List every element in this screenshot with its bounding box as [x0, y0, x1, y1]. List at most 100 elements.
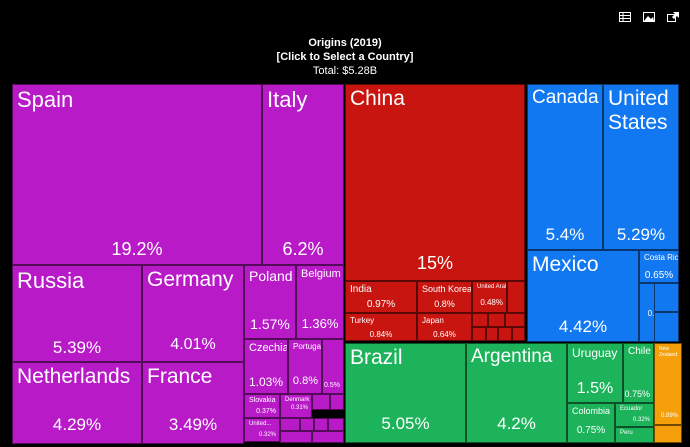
tile-label: Brazil — [350, 346, 403, 369]
tile-united-states[interactable]: United States 5.29% — [603, 84, 679, 250]
tile-spain[interactable]: Spain 19.2% — [12, 84, 262, 265]
tile-denmark[interactable]: Denmark 0.31% — [280, 394, 312, 418]
tile-value: 1.03% — [248, 375, 284, 389]
small-tile[interactable] — [488, 313, 505, 327]
tile-value: 0.75% — [624, 389, 650, 399]
small-tile[interactable] — [654, 312, 679, 342]
tile-label: Mexico — [532, 253, 599, 276]
tile-label: Poland — [249, 268, 293, 284]
tile-label: United... — [249, 421, 272, 427]
tile-value: 1.5% — [576, 380, 614, 397]
tile-italy[interactable]: Italy 6.2% — [262, 84, 344, 265]
small-tile[interactable] — [328, 418, 344, 431]
small-tile[interactable] — [498, 327, 512, 341]
tile-chile[interactable]: Chile 0.75% — [623, 343, 654, 403]
tile-label: Costa Rica — [644, 253, 679, 262]
tile-south-korea[interactable]: South Korea 0.8% — [417, 281, 472, 313]
tile-france[interactable]: France 3.49% — [142, 362, 244, 444]
tile-value: 0.64% — [433, 330, 456, 339]
image-icon[interactable] — [643, 12, 655, 22]
tile-value: 0.89% — [660, 413, 678, 419]
small-tile[interactable] — [507, 281, 525, 313]
tile-poland[interactable]: Poland 1.57% — [244, 265, 296, 339]
tile-value: 6.2% — [282, 239, 324, 259]
chart-total: Total: $5.28B — [312, 65, 378, 77]
tile-ecuador[interactable]: Ecuador 0.32% — [615, 403, 654, 427]
tile-uruguay[interactable]: Uruguay 1.5% — [567, 343, 623, 403]
tile-czechia[interactable]: Czechia 1.03% — [244, 339, 288, 394]
small-tile[interactable] — [330, 394, 344, 410]
tile-peru[interactable]: Peru — [615, 427, 654, 443]
small-tile[interactable] — [314, 418, 328, 431]
tile-value: 5.29% — [616, 225, 666, 244]
tile-europe-other-10[interactable]: 0.5% — [322, 339, 344, 394]
tile-value: 5.4% — [545, 225, 585, 244]
small-tile[interactable] — [654, 283, 679, 312]
tile-brazil[interactable]: Brazil 5.05% — [345, 343, 466, 443]
tile-label: Netherlands — [17, 365, 131, 388]
tile-label: Portugal — [293, 342, 322, 351]
tile-label: New Zealand — [659, 346, 678, 358]
tile-label: Russia — [17, 268, 85, 293]
chart-subtitle[interactable]: [Click to Select a Country] — [276, 51, 414, 63]
tile-value: 0.31% — [290, 405, 308, 411]
tile-united-arab[interactable]: United Arab... 0.48% — [472, 281, 507, 313]
small-tile[interactable] — [280, 431, 312, 443]
tile-united[interactable]: United... 0.32% — [244, 418, 280, 442]
tile-russia[interactable]: Russia 5.39% — [12, 265, 142, 362]
tile-label: Canada — [532, 87, 599, 108]
tile-value: 4.01% — [170, 336, 216, 353]
table-icon[interactable] — [619, 12, 631, 22]
small-tile[interactable] — [312, 431, 344, 443]
small-tile[interactable] — [512, 327, 525, 341]
tile-argentina[interactable]: Argentina 4.2% — [466, 343, 567, 443]
tile-netherlands[interactable]: Netherlands 4.29% — [12, 362, 142, 444]
small-tile[interactable] — [654, 425, 682, 443]
tile-portugal[interactable]: Portugal 0.8% — [288, 339, 322, 394]
small-tile[interactable] — [486, 327, 498, 341]
tile-mexico[interactable]: Mexico 4.42% — [527, 250, 639, 342]
tile-value: 0.84% — [369, 330, 393, 339]
tile-costa-rica[interactable]: Costa Rica 0.65% — [639, 250, 679, 283]
small-tile[interactable] — [472, 313, 488, 327]
tile-canada[interactable]: Canada 5.4% — [527, 84, 603, 250]
tile-value: 0.32% — [258, 432, 276, 438]
tile-label: Japan — [422, 316, 444, 325]
tile-belgium[interactable]: Belgium 1.36% — [296, 265, 344, 339]
tile-label: China — [350, 87, 405, 110]
tile-label: Slovakia — [249, 397, 276, 404]
tile-turkey[interactable]: Turkey 0.84% — [345, 313, 417, 341]
tile-value: 4.42% — [558, 317, 608, 336]
small-tile[interactable] — [472, 327, 486, 341]
tile-value: 0.32% — [632, 417, 650, 423]
small-tile[interactable] — [505, 313, 525, 327]
tile-label: Argentina — [471, 346, 553, 367]
small-tile[interactable] — [280, 418, 300, 431]
chart-title: Origins (2019) — [308, 37, 382, 49]
tile-new-zealand[interactable]: New Zealand 0.89% — [654, 343, 682, 425]
tile-label: Colombia — [572, 406, 611, 416]
tile-label: United Arab... — [477, 284, 506, 290]
tile-value: 0.8% — [434, 299, 455, 309]
tile-label: Denmark — [285, 397, 310, 403]
tile-value: 0.48% — [480, 298, 503, 307]
tile-colombia[interactable]: Colombia 0.75% — [567, 403, 615, 443]
tile-label: Spain — [17, 87, 74, 112]
tile-china[interactable]: China 15% — [345, 84, 525, 281]
tile-india[interactable]: India 0.97% — [345, 281, 417, 313]
tile-value: 3.49% — [168, 415, 218, 434]
tile-label: Belgium — [301, 268, 341, 280]
tile-label: Chile — [628, 346, 651, 357]
tile-label: South Korea — [422, 284, 472, 294]
tile-label: France — [147, 365, 213, 388]
share-icon[interactable] — [667, 12, 679, 22]
tile-value: 0.97% — [366, 299, 396, 310]
tile-japan[interactable]: Japan 0.64% — [417, 313, 472, 341]
small-tile[interactable] — [312, 394, 330, 410]
tile-label: India — [350, 284, 372, 295]
tile-value: 5.05% — [381, 414, 430, 433]
tile-label: Czechia — [249, 342, 288, 354]
tile-slovakia[interactable]: Slovakia 0.37% — [244, 394, 280, 418]
tile-germany[interactable]: Germany 4.01% — [142, 265, 244, 362]
small-tile[interactable] — [300, 418, 314, 431]
